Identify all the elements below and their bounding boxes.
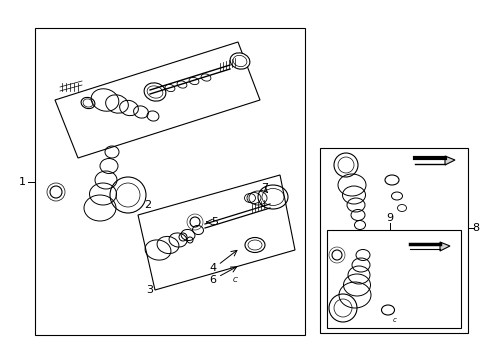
Text: 3: 3 bbox=[146, 285, 153, 295]
Ellipse shape bbox=[247, 240, 262, 250]
Text: 1: 1 bbox=[19, 177, 25, 187]
Bar bbox=[326, 230, 460, 328]
Ellipse shape bbox=[258, 185, 287, 209]
Text: 8: 8 bbox=[471, 223, 479, 233]
Ellipse shape bbox=[244, 238, 264, 252]
Ellipse shape bbox=[262, 189, 284, 206]
Text: c: c bbox=[392, 317, 396, 323]
Ellipse shape bbox=[233, 55, 246, 67]
Text: 6: 6 bbox=[209, 275, 216, 285]
Bar bbox=[35, 28, 305, 335]
Ellipse shape bbox=[381, 305, 394, 315]
Ellipse shape bbox=[391, 192, 402, 200]
Text: 7: 7 bbox=[261, 183, 268, 193]
Polygon shape bbox=[439, 242, 449, 251]
Text: 9: 9 bbox=[386, 213, 393, 223]
Ellipse shape bbox=[177, 81, 186, 88]
Text: C: C bbox=[232, 277, 237, 283]
Polygon shape bbox=[444, 156, 454, 165]
Ellipse shape bbox=[165, 84, 175, 91]
Text: 4: 4 bbox=[209, 263, 216, 273]
Ellipse shape bbox=[230, 53, 249, 69]
Text: 5: 5 bbox=[211, 217, 218, 227]
Ellipse shape bbox=[144, 83, 165, 101]
Bar bbox=[319, 148, 467, 333]
Ellipse shape bbox=[397, 204, 406, 211]
Ellipse shape bbox=[384, 175, 398, 185]
Ellipse shape bbox=[201, 74, 210, 81]
Ellipse shape bbox=[189, 77, 199, 85]
Ellipse shape bbox=[147, 86, 163, 98]
Text: 2: 2 bbox=[144, 200, 151, 210]
